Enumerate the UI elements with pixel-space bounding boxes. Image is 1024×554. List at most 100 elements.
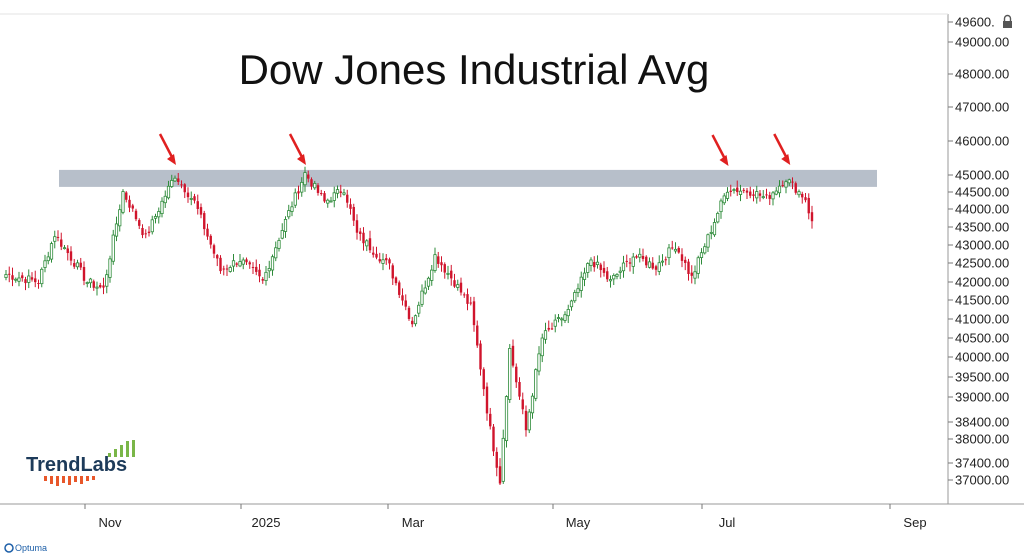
candle	[573, 289, 577, 303]
candle	[677, 246, 680, 254]
x-tick-label: Sep	[903, 515, 926, 530]
candle-body	[657, 262, 661, 272]
candle-body	[771, 192, 775, 200]
candle	[628, 257, 632, 272]
candle	[69, 246, 73, 266]
candle	[43, 254, 47, 273]
candle-body	[579, 276, 583, 291]
candle	[404, 294, 407, 311]
candle	[745, 187, 749, 200]
candle-body	[212, 245, 216, 254]
candle	[365, 239, 369, 252]
candle	[712, 218, 717, 237]
candle	[560, 317, 564, 327]
candle	[228, 265, 232, 273]
optuma-text: Optuma	[15, 543, 47, 553]
candle-body	[300, 182, 304, 193]
lock-icon[interactable]	[1003, 14, 1012, 28]
candle	[231, 254, 236, 272]
candle	[355, 214, 359, 240]
candle	[521, 392, 524, 415]
candle	[401, 288, 404, 306]
candle-body	[118, 209, 122, 227]
candle-body	[540, 337, 544, 357]
candle-body	[385, 258, 388, 261]
candle	[810, 205, 814, 229]
candle-body	[761, 196, 765, 199]
candle-body	[150, 219, 154, 233]
candle	[385, 254, 388, 265]
candle	[515, 363, 518, 388]
candle	[313, 180, 317, 190]
candle	[736, 180, 739, 196]
candle-body	[134, 210, 138, 220]
candle-body	[687, 261, 690, 274]
candle-body	[755, 191, 759, 199]
candle	[303, 166, 307, 192]
candle	[21, 272, 24, 282]
y-tick-label: 38400.00	[955, 415, 1009, 430]
candle	[749, 186, 752, 199]
candle-body	[401, 295, 404, 301]
candle	[625, 254, 628, 268]
candle-body	[690, 272, 693, 276]
candle-body	[547, 327, 550, 330]
candle-body	[283, 219, 288, 232]
candle	[768, 191, 771, 205]
candle	[673, 242, 678, 254]
candle-body	[8, 273, 11, 275]
candle	[339, 184, 342, 198]
candle-body	[258, 269, 261, 277]
candle	[599, 262, 602, 278]
candle-body	[329, 200, 333, 203]
candle-body	[504, 396, 509, 442]
candle-body	[381, 259, 385, 264]
candle	[719, 198, 723, 219]
candle-body	[699, 252, 704, 258]
candle	[729, 184, 732, 197]
candle	[709, 225, 713, 240]
candle	[95, 281, 99, 296]
candle-body	[241, 259, 245, 265]
candle-body	[641, 255, 645, 259]
candle-body	[177, 178, 180, 182]
candle-body	[612, 275, 616, 280]
candle-body	[631, 256, 635, 267]
candle	[579, 271, 583, 298]
candle-body	[173, 177, 177, 182]
candle-body	[472, 301, 476, 326]
candle	[203, 210, 206, 236]
candle-body	[349, 204, 352, 209]
candle-body	[725, 191, 730, 199]
candle	[320, 189, 323, 196]
candle	[463, 292, 466, 298]
candle-body	[530, 395, 535, 414]
candle-body	[807, 197, 810, 214]
candle	[196, 194, 199, 215]
candle-body	[589, 259, 593, 267]
candle	[450, 264, 453, 286]
candle	[206, 223, 209, 240]
candle-body	[375, 253, 378, 258]
candle	[787, 178, 791, 186]
candle-body	[290, 206, 294, 212]
candle-body	[563, 314, 567, 321]
candle-body	[758, 193, 762, 196]
candle	[170, 174, 174, 188]
candle-body	[310, 179, 313, 187]
candle	[394, 276, 398, 286]
candle	[524, 405, 528, 437]
y-tick-label: 37000.00	[955, 473, 1009, 488]
y-tick-label: 41500.00	[955, 293, 1009, 308]
candle-body	[320, 193, 323, 195]
candle	[166, 180, 171, 200]
candle-body	[238, 261, 242, 267]
candle-body	[638, 253, 642, 258]
candle	[388, 257, 391, 270]
candle	[241, 257, 245, 270]
y-tick-label: 39500.00	[955, 370, 1009, 385]
candle	[290, 201, 294, 217]
candle-body	[576, 288, 580, 294]
candle	[102, 277, 105, 295]
candle	[219, 255, 222, 274]
